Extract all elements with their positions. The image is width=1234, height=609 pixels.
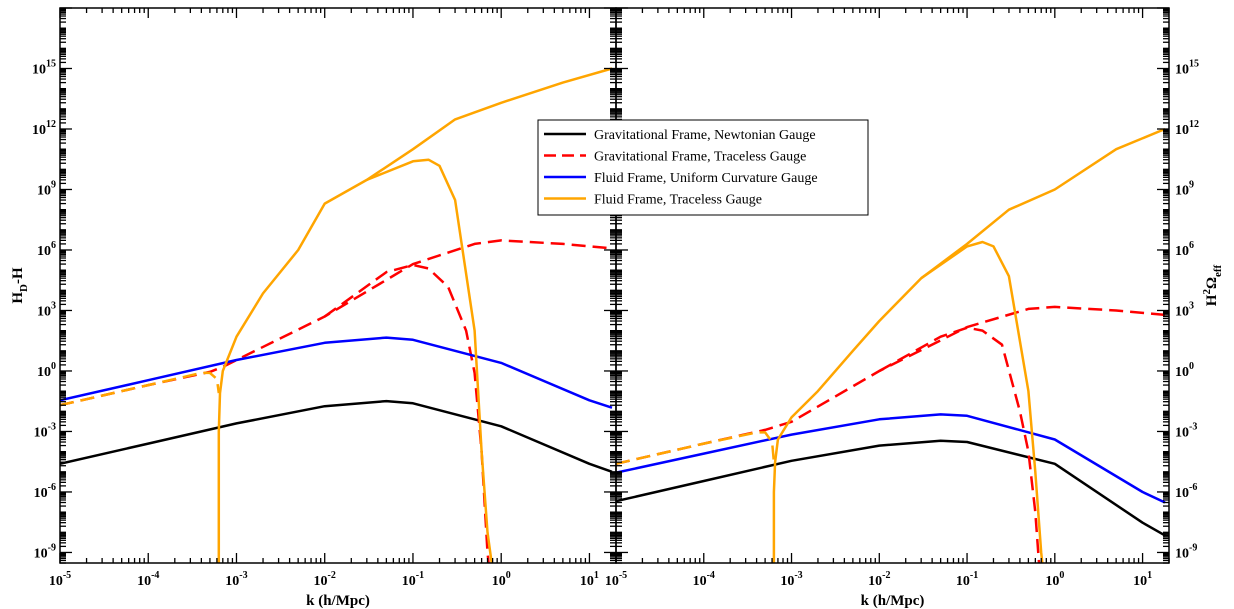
x-tick-label: 10-1 [402, 570, 424, 589]
x-tick-label: 10-1 [956, 570, 978, 589]
x-tick-label: 10-5 [605, 570, 627, 589]
series-line-left-2 [323, 263, 490, 563]
legend: Gravitational Frame, Newtonian Gauge Grav… [537, 119, 869, 216]
y-tick-label: 109 [37, 179, 56, 198]
left-panel: 10-5 10-4 10-3 10-2 10-1 100 101 10-9 10-6 10-3 10… [10, 7, 617, 609]
series-line-right-5 [772, 127, 1166, 563]
x-tick-label: 10-2 [314, 570, 336, 589]
series-line-left-0 [60, 399, 613, 473]
y-tick-label: 1012 [32, 119, 56, 138]
x-tick-label: 10-2 [868, 570, 890, 589]
y-tick-label: 100 [37, 361, 56, 380]
series-line-right-4 [616, 431, 776, 466]
right-x-axis-label: k (h/Mpc) [861, 593, 925, 609]
series-line-left-4 [60, 371, 221, 407]
y-tick-label: 10-6 [34, 482, 56, 501]
y-tick-label: 1015 [32, 58, 56, 77]
y-tick-label: 103 [37, 300, 56, 319]
x-tick-label: 101 [580, 570, 599, 589]
series-line-right-1 [616, 305, 1166, 466]
y-tick-label: 1015 [1175, 58, 1199, 77]
legend-label: Gravitational Frame, Traceless Gauge [594, 150, 806, 165]
series-line-left-5 [217, 67, 613, 563]
x-tick-label: 100 [492, 570, 511, 589]
x-tick-label: 10-3 [225, 570, 247, 589]
series-line-left-3 [60, 336, 613, 409]
left-x-axis-label: k (h/Mpc) [306, 593, 370, 609]
y-tick-label: 10-9 [34, 542, 56, 561]
y-tick-label: 10-6 [1175, 482, 1197, 501]
y-tick-label: 1012 [1175, 119, 1199, 138]
plot-frame [615, 7, 1170, 564]
x-tick-label: 10-4 [137, 570, 159, 589]
right-panel-curves [616, 127, 1166, 563]
legend-label: Fluid Frame, Uniform Curvature Gauge [594, 171, 818, 186]
y-tick-label: 106 [37, 240, 56, 259]
x-tick-label: 10-4 [693, 570, 715, 589]
legend-entries: Gravitational Frame, Newtonian Gauge Grav… [544, 128, 818, 208]
x-tick-label: 101 [1133, 570, 1152, 589]
right-y-axis-label: H2Ωeff [1201, 264, 1224, 306]
legend-label: Fluid Frame, Traceless Gauge [594, 193, 762, 208]
x-tick-label: 10-3 [780, 570, 802, 589]
y-tick-label: 100 [1175, 361, 1194, 380]
series-line-right-2 [878, 326, 1041, 563]
x-tick-label: 100 [1045, 570, 1064, 589]
left-y-axis-label: HD-H [10, 267, 30, 304]
y-tick-label: 109 [1175, 179, 1194, 198]
x-tick-label: 10-5 [49, 570, 71, 589]
left-panel-curves [60, 67, 613, 563]
y-tick-label: 10-3 [34, 421, 56, 440]
y-tick-label: 103 [1175, 300, 1194, 319]
series-line-right-3 [616, 413, 1166, 504]
legend-box [537, 119, 869, 216]
y-tick-label: 10-3 [1175, 421, 1197, 440]
series-line-right-0 [616, 439, 1166, 537]
series-line-left-6 [366, 158, 493, 563]
right-panel: 10-5 10-4 10-3 10-2 10-1 100 101 10-9 10-6 10-3 10… [605, 7, 1224, 609]
y-tick-label: 10-9 [1175, 542, 1197, 561]
series-line-right-6 [920, 240, 1044, 563]
y-tick-label: 106 [1175, 240, 1194, 259]
legend-label: Gravitational Frame, Newtonian Gauge [594, 128, 816, 143]
